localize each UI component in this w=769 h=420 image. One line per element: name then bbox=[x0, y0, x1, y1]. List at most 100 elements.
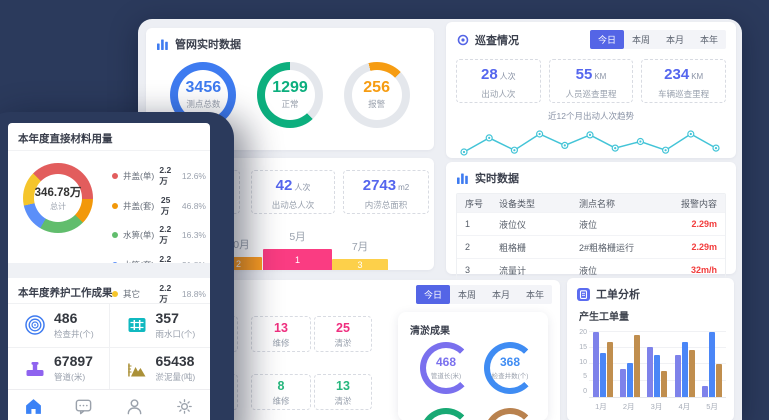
legend-item: 井盖(单) 2.2万 12.6% bbox=[112, 165, 206, 187]
panel-title: 工单分析 bbox=[596, 289, 640, 301]
column-header: 设备类型 bbox=[499, 198, 536, 209]
result-label: 检查井(个) bbox=[54, 328, 94, 339]
result-value: 486 bbox=[54, 309, 78, 326]
gauge-ring: 468 管道长(米) bbox=[420, 342, 472, 394]
alarm-value: 2.29m bbox=[691, 242, 717, 252]
panel-title: 本年度直接材料用量 bbox=[18, 133, 113, 145]
stat-box: 234 KM 车辆巡查里程 bbox=[641, 59, 727, 103]
panel-header: 实时数据 bbox=[446, 162, 736, 188]
table-row[interactable]: 2 粗格栅 2#粗格栅运行 2.29m bbox=[457, 235, 725, 258]
stat-label: 清淤 bbox=[334, 338, 352, 348]
stat-label: 内涝总面积 bbox=[364, 200, 408, 210]
panel-header: 巡查情况 今日 本周 本月 本年 bbox=[446, 22, 736, 51]
podium-bar: 1 bbox=[263, 249, 332, 270]
trend-title: 近12个月出动人次趋势 bbox=[548, 111, 634, 121]
tab[interactable]: 本周 bbox=[457, 290, 476, 300]
result-value: 357 bbox=[155, 309, 179, 326]
bar-group bbox=[620, 335, 641, 397]
bar bbox=[627, 362, 634, 397]
chart-subtitle-created: 产生工单量 bbox=[579, 312, 629, 323]
pipe-icon bbox=[24, 358, 46, 380]
legend-name: 其它 bbox=[123, 289, 141, 299]
stat-unit: KM bbox=[594, 72, 607, 81]
x-tick: 2月 bbox=[622, 402, 635, 411]
bar bbox=[647, 346, 654, 397]
x-tick: 5月 bbox=[706, 402, 718, 411]
tab[interactable]: 本周 bbox=[631, 35, 650, 45]
patrol-stats: 28 人次 出动人次 55 KM 人员巡查里程 234 KM 车辆巡查里程 bbox=[446, 51, 736, 103]
stat-label: 出动人次 bbox=[481, 89, 516, 99]
bar bbox=[661, 371, 668, 397]
order-months: 1月 2月 3月 4月 5月 bbox=[587, 401, 726, 412]
ring-value: 3456 bbox=[185, 79, 222, 96]
dredge-icon bbox=[126, 358, 148, 380]
alarm-value: 32m/h bbox=[690, 265, 717, 275]
table-row[interactable]: 3 流量计 液位 32m/h bbox=[457, 258, 725, 281]
ring-value: 1299 bbox=[272, 79, 308, 96]
tab[interactable]: 本年 bbox=[525, 290, 544, 300]
bar bbox=[688, 349, 695, 397]
panel-title: 管网实时数据 bbox=[175, 39, 241, 51]
alarm-value: 2.29m bbox=[691, 219, 717, 229]
stat-label: 出动总人次 bbox=[271, 200, 315, 210]
section-gap bbox=[8, 263, 210, 278]
nav-chat-icon[interactable] bbox=[74, 396, 94, 416]
result-label: 管道(米) bbox=[54, 372, 86, 383]
tab[interactable]: 本月 bbox=[665, 35, 684, 45]
x-tick: 3月 bbox=[650, 402, 663, 411]
bar-chart-icon bbox=[156, 38, 169, 51]
gauge-ring bbox=[484, 408, 536, 420]
gauge-value: 368 bbox=[499, 355, 521, 369]
podium-rank: 2 bbox=[235, 258, 241, 269]
realtime-table: 序号 设备类型 测点名称 报警内容 1 液位仪 液位 2.29m 2 粗格栅 2#粗格栅运行 2.29… bbox=[456, 193, 726, 282]
podium-month: 7月 bbox=[351, 241, 369, 253]
nav-user-icon[interactable] bbox=[124, 396, 144, 416]
panel-patrol: 巡查情况 今日 本周 本月 本年 28 人次 出动人次 55 KM 人员巡查里程 234 KM 车辆巡… bbox=[446, 22, 736, 158]
table-cell: 液位 bbox=[579, 219, 598, 230]
gauge-ring bbox=[420, 408, 472, 420]
tab[interactable]: 本月 bbox=[491, 290, 510, 300]
materials-legend: 井盖(单) 2.2万 12.6% 井盖(套) 25万 46.8% 水箅(单) 2.2万 16.3… bbox=[112, 165, 206, 313]
tab[interactable]: 本年 bbox=[699, 35, 718, 45]
bar-group bbox=[702, 332, 723, 397]
stat-box: 13 清淤 bbox=[314, 374, 372, 410]
table-cell: 粗格栅 bbox=[499, 242, 527, 253]
order-plot bbox=[589, 331, 726, 398]
tab-active[interactable]: 今日 bbox=[415, 285, 450, 304]
stat-unit: 人次 bbox=[499, 72, 516, 81]
stat-box: 2743 m2 内涝总面积 bbox=[343, 170, 429, 214]
stat-label: 人员巡查里程 bbox=[565, 89, 617, 99]
nav-home-icon[interactable] bbox=[23, 396, 43, 416]
nav-gear-icon[interactable] bbox=[175, 396, 195, 416]
donut-total-label: 总计 bbox=[50, 202, 66, 211]
dredge-gauges: 468 管道长(米) 368 检查井数(个) bbox=[398, 312, 548, 420]
tab-active[interactable]: 今日 bbox=[589, 30, 624, 49]
gauge-label: 管道长(米) bbox=[430, 373, 462, 380]
table-row[interactable]: 1 液位仪 液位 2.29m bbox=[457, 212, 725, 235]
stat-unit: KM bbox=[691, 72, 704, 81]
stat-value: 25 bbox=[336, 321, 350, 335]
table-cell: 液位仪 bbox=[499, 219, 527, 230]
y-tick: 10 bbox=[579, 358, 587, 366]
panel-title: 实时数据 bbox=[475, 173, 519, 185]
podium-bar: 3 bbox=[332, 259, 388, 270]
bar bbox=[716, 363, 723, 397]
y-tick: 5 bbox=[583, 373, 587, 381]
trend-chart bbox=[454, 124, 728, 165]
legend-value: 2.2万 bbox=[159, 165, 172, 186]
order-yaxis: 20 15 10 5 0 bbox=[573, 329, 589, 395]
manhole-icon bbox=[24, 314, 46, 336]
result-label: 雨水口(个) bbox=[155, 328, 196, 339]
legend-dot bbox=[112, 173, 118, 179]
stat-label: 车辆巡查里程 bbox=[658, 89, 710, 99]
legend-value: 2.2万 bbox=[159, 224, 172, 245]
panel-title: 本年度养护工作成果 bbox=[18, 287, 113, 299]
result-value: 67897 bbox=[54, 353, 93, 370]
bar-chart-icon bbox=[456, 172, 469, 185]
panel-title: 巡查情况 bbox=[475, 34, 519, 47]
panel-header: 管网实时数据 bbox=[146, 28, 434, 54]
podium-month: 5月 bbox=[289, 231, 306, 243]
legend-name: 井盖(单) bbox=[123, 171, 155, 181]
stat-box: 8 维修 bbox=[251, 374, 311, 410]
stat-box: 13 维修 bbox=[251, 316, 311, 352]
